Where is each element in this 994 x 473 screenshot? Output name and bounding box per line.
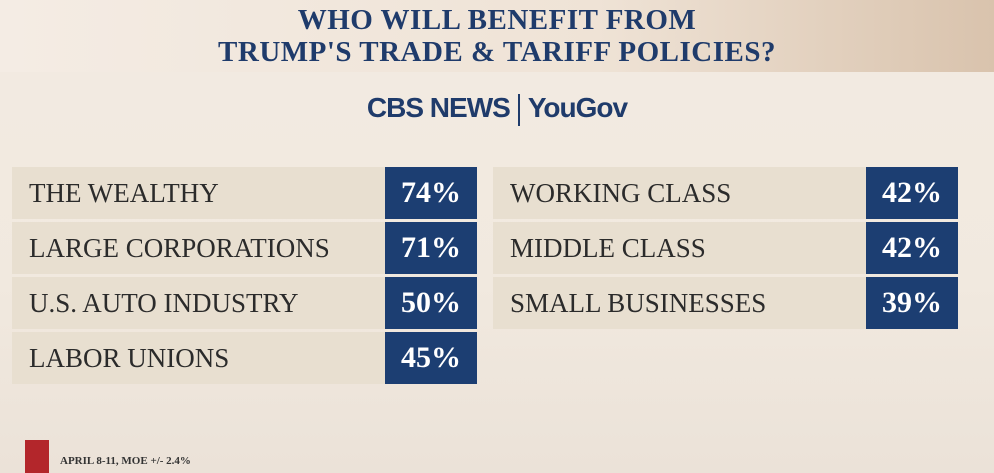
title: TRUMP'S TRADE & TARIFF POLICIES? xyxy=(218,36,776,68)
title: WHO WILL BENEFIT FROM xyxy=(297,4,697,36)
logo-yougov: YouGov xyxy=(527,92,628,123)
row-label: LARGE CORPORATIONS xyxy=(12,222,385,274)
row-label: SMALL BUSINESSES xyxy=(493,277,866,329)
logo-cbs: CBS NEWS xyxy=(366,92,511,123)
row-value: 45% xyxy=(385,332,477,384)
logo-separator xyxy=(517,93,520,126)
title-band xyxy=(0,0,994,72)
marker xyxy=(25,440,49,473)
row-label: MIDDLE CLASS xyxy=(493,222,866,274)
footer-note: APRIL 8-11, MOE +/- 2.4% xyxy=(60,455,191,467)
row-value: 39% xyxy=(866,277,958,329)
row-value: 42% xyxy=(866,167,958,219)
row-value: 42% xyxy=(866,222,958,274)
row-value: 50% xyxy=(385,277,477,329)
row-value: 74% xyxy=(385,167,477,219)
row-label: LABOR UNIONS xyxy=(12,332,385,384)
logo: CBS NEWS YouGov xyxy=(0,92,994,126)
row-value: 71% xyxy=(385,222,477,274)
row-label: U.S. AUTO INDUSTRY xyxy=(12,277,385,329)
row-label: WORKING CLASS xyxy=(493,167,866,219)
row-label: THE WEALTHY xyxy=(12,167,385,219)
